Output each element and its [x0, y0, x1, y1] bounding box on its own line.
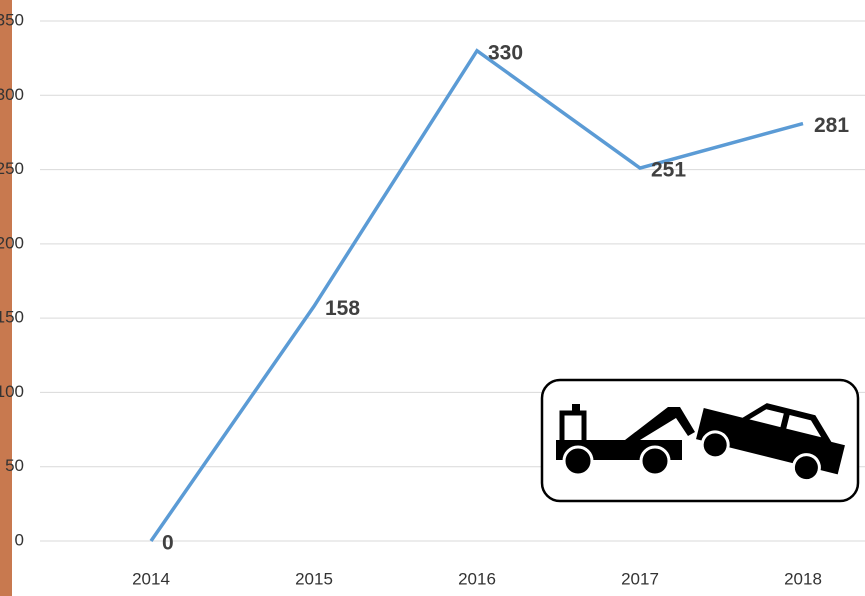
y-tick-label: 50: [5, 456, 24, 475]
x-tick-label: 2017: [621, 569, 659, 588]
data-label: 251: [651, 159, 686, 182]
data-label: 0: [162, 532, 174, 555]
data-line: [149, 48, 804, 542]
y-tick-label: 150: [0, 308, 24, 327]
data-label: 158: [325, 297, 360, 320]
x-tick-label: 2016: [458, 569, 496, 588]
x-tick-label: 2015: [295, 569, 333, 588]
data-label: 330: [488, 41, 523, 64]
tow-icon: [540, 378, 860, 503]
y-tick-label: 300: [0, 85, 24, 104]
x-tick-label: 2018: [784, 569, 822, 588]
y-tick-label: 200: [0, 233, 24, 252]
y-tick-label: 0: [15, 530, 24, 549]
y-tick-label: 250: [0, 159, 24, 178]
data-label: 281: [814, 114, 849, 137]
y-tick-label: 350: [0, 10, 24, 29]
x-tick-label: 2014: [132, 569, 170, 588]
y-tick-label: 100: [0, 382, 24, 401]
side-strip: [0, 0, 12, 596]
